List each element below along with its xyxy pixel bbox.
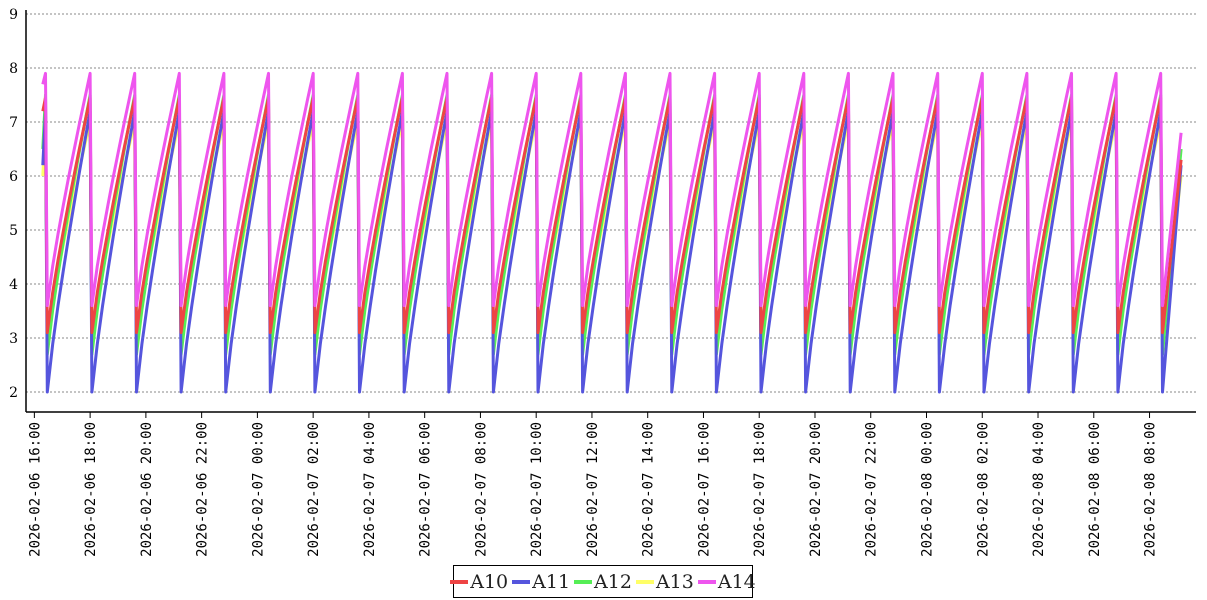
x-tick-label: 2026-02-08 02:00 [975,422,991,557]
legend-item-a12: A12 [574,571,632,593]
y-tick-label: 7 [9,115,18,131]
y-tick-label: 3 [9,331,18,347]
x-tick-label: 2026-02-07 02:00 [306,422,322,557]
series-line-a14 [41,71,1183,308]
legend-swatch [574,579,593,584]
x-tick-label: 2026-02-08 04:00 [1031,422,1047,557]
y-tick-label: 9 [9,7,18,23]
x-tick-label: 2026-02-06 16:00 [27,422,43,557]
y-tick-label: 4 [9,277,18,293]
y-tick-label: 2 [9,385,18,401]
x-tick-label: 2026-02-07 04:00 [362,422,378,557]
y-tick-label: 6 [9,169,18,185]
x-tick-label: 2026-02-07 18:00 [752,422,768,557]
x-tick-label: 2026-02-06 22:00 [195,422,211,557]
x-tick-label: 2026-02-06 18:00 [83,422,99,557]
x-tick-label: 2026-02-07 12:00 [585,422,601,557]
legend-label: A10 [470,570,509,593]
x-tick-label: 2026-02-07 20:00 [808,422,824,557]
x-tick-label: 2026-02-06 20:00 [139,422,155,557]
legend-item-a13: A13 [635,570,694,593]
x-tick-label: 2026-02-07 16:00 [696,422,712,557]
legend-swatch [450,579,469,584]
y-tick-label: 5 [9,223,18,239]
x-tick-labels: 2026-02-06 16:00 2026-02-06 18:00 2026-02-… [27,412,1159,557]
y-tick-labels: 2 3 4 5 6 7 8 9 [9,7,18,401]
legend-item-a10: A10 [450,571,508,593]
axis-layer [25,10,1196,413]
legend-item-a14: A14 [697,570,756,593]
x-tick-label: 2026-02-07 08:00 [473,422,489,557]
legend-swatch [697,579,716,584]
x-tick-label: 2026-02-08 00:00 [920,422,936,557]
legend-label: A14 [717,570,756,593]
legend-label: A11 [532,570,571,593]
x-tick-label: 2026-02-07 06:00 [418,422,434,557]
series-layer [41,71,1183,394]
y-tick-label: 8 [9,61,18,77]
legend-swatch [512,579,531,584]
x-tick-label: 2026-02-08 08:00 [1143,422,1159,557]
x-tick-label: 2026-02-07 00:00 [250,422,266,557]
x-tick-label: 2026-02-07 10:00 [529,422,545,557]
legend: A10 A11 A12 A13 A14 [450,565,756,598]
legend-item-a11: A11 [512,571,570,593]
legend-swatch [635,579,654,584]
x-tick-label: 2026-02-08 06:00 [1087,422,1103,557]
x-tick-label: 2026-02-07 22:00 [864,422,880,557]
legend-label: A12 [594,570,632,593]
x-tick-label: 2026-02-07 14:00 [641,422,657,557]
legend-label: A13 [655,570,694,593]
